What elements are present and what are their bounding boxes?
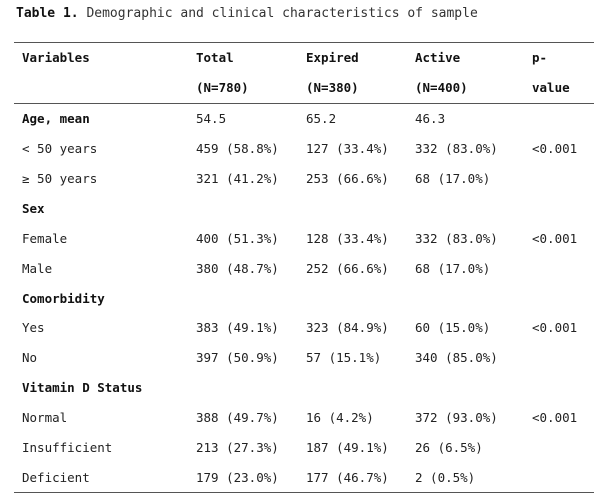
variable-cell: ≥ 50 years (22, 171, 98, 186)
group-row: Vitamin D Status (14, 373, 594, 403)
active-cell: 60 (15.0%) (415, 320, 491, 336)
active-cell: 68 (17.0%) (415, 171, 491, 186)
header-active: Active (407, 41, 524, 73)
p-value-cell: <0.001 (532, 410, 578, 426)
active-cell (407, 283, 524, 313)
expired-cell: 253 (66.6%) (306, 171, 389, 186)
total-cell (188, 283, 298, 313)
table-row: Male 380 (48.7%) 252 (66.6%) 68 (17.0%) (14, 253, 594, 283)
expired-cell: 127 (33.4%) (306, 141, 389, 157)
variable-cell: Male (22, 260, 53, 276)
header-expired: Expired (298, 41, 407, 73)
variable-cell: Insufficient (22, 440, 113, 456)
group-row: Age, mean 54.5 65.2 46.3 (14, 103, 594, 133)
table-caption: Table 1. Demographic and clinical charac… (16, 5, 478, 23)
table-row: Normal 388 (49.7%) 16 (4.2%) 372 (93.0%) <0.… (14, 403, 594, 433)
variable-cell: Yes (22, 320, 45, 336)
active-cell: 340 (85.0%) (415, 350, 498, 366)
active-cell: 372 (93.0%) (415, 410, 498, 426)
table-header: Variables Total Expired Active p- (N=780… (14, 41, 594, 104)
header-sub-variables (14, 72, 188, 104)
variable-cell: Deficient (14, 462, 188, 494)
group-row: Sex (14, 193, 594, 223)
expired-cell (298, 373, 407, 403)
expired-cell: 187 (49.1%) (306, 440, 389, 456)
header-total: Total (188, 41, 298, 73)
expired-cell: 177 (46.7%) (298, 462, 407, 494)
table-row: Yes 383 (49.1%) 323 (84.9%) 60 (15.0%) <0.00… (14, 313, 594, 343)
header-row: Variables Total Expired Active p- (14, 41, 594, 73)
table-row: < 50 years 459 (58.8%) 127 (33.4%) 332 (83.… (14, 134, 594, 164)
characteristics-table: Variables Total Expired Active p- (N=780… (14, 41, 594, 494)
p-value-cell: <0.001 (532, 320, 578, 336)
table-row: Deficient 179 (23.0%) 177 (46.7%) 2 (0.5%) (14, 462, 594, 494)
active-cell (407, 193, 524, 223)
expired-cell (298, 283, 407, 313)
p-value-cell (524, 253, 594, 283)
header-active-n: (N=400) (407, 72, 524, 104)
header-total-n: (N=780) (188, 72, 298, 104)
expired-cell: 65.2 (306, 111, 337, 127)
active-cell: 68 (17.0%) (415, 260, 491, 276)
group-row: Comorbidity (14, 283, 594, 313)
active-cell: 46.3 (415, 111, 446, 127)
active-cell (407, 373, 524, 403)
p-value-cell (524, 164, 594, 194)
p-value-cell (524, 433, 594, 463)
p-value-cell (524, 283, 594, 313)
table-body: Age, mean 54.5 65.2 46.3 < 50 years 459 (58.8… (14, 103, 594, 494)
total-cell: 321 (41.2%) (196, 171, 279, 186)
total-cell: 179 (23.0%) (188, 462, 298, 494)
active-cell: 332 (83.0%) (415, 141, 498, 157)
variable-cell: Female (22, 230, 68, 246)
p-value-cell (524, 103, 594, 133)
total-cell: 383 (49.1%) (196, 320, 279, 336)
header-row: (N=780) (N=380) (N=400) value (14, 72, 594, 104)
total-cell (188, 373, 298, 403)
variable-cell: Comorbidity (22, 290, 105, 306)
expired-cell: 128 (33.4%) (306, 230, 389, 246)
expired-cell: 16 (4.2%) (306, 410, 374, 426)
table-row: Female 400 (51.3%) 128 (33.4%) 332 (83.0%) <… (14, 223, 594, 253)
table-row: Insufficient 213 (27.3%) 187 (49.1%) 26 (6.… (14, 433, 594, 463)
caption-label: Table 1. (16, 6, 79, 21)
expired-cell: 57 (15.1%) (306, 350, 382, 366)
active-cell: 332 (83.0%) (415, 230, 498, 246)
total-cell: 397 (50.9%) (196, 350, 279, 366)
expired-cell: 252 (66.6%) (306, 260, 389, 276)
p-value-cell (524, 343, 594, 373)
p-value-cell (524, 193, 594, 223)
variable-cell: < 50 years (22, 141, 98, 157)
header-variables: Variables (14, 41, 188, 73)
p-value-cell (524, 373, 594, 403)
total-cell: 54.5 (196, 111, 227, 127)
p-value-cell (524, 462, 594, 494)
header-expired-n: (N=380) (298, 72, 407, 104)
header-p-value-cont: value (524, 72, 594, 104)
variable-cell: Age, mean (22, 111, 90, 127)
total-cell: 400 (51.3%) (196, 230, 279, 246)
variable-cell: Vitamin D Status (22, 380, 143, 396)
expired-cell (298, 193, 407, 223)
active-cell: 26 (6.5%) (415, 440, 483, 456)
p-value-cell: <0.001 (532, 141, 578, 157)
table-row: No 397 (50.9%) 57 (15.1%) 340 (85.0%) (14, 343, 594, 373)
active-cell: 2 (0.5%) (407, 462, 524, 494)
table-row: ≥ 50 years 321 (41.2%) 253 (66.6%) 68 (17.0… (14, 164, 594, 194)
expired-cell: 323 (84.9%) (306, 320, 389, 336)
header-p-value: p- (524, 41, 594, 73)
total-cell: 459 (58.8%) (196, 141, 279, 157)
variable-cell: Sex (22, 200, 45, 216)
caption-text: Demographic and clinical characteristics… (86, 6, 478, 21)
p-value-cell: <0.001 (532, 230, 578, 246)
total-cell: 380 (48.7%) (196, 260, 279, 276)
variable-cell: Normal (22, 410, 68, 426)
total-cell (188, 193, 298, 223)
variable-cell: No (22, 350, 38, 366)
total-cell: 388 (49.7%) (196, 410, 279, 426)
total-cell: 213 (27.3%) (196, 440, 279, 456)
